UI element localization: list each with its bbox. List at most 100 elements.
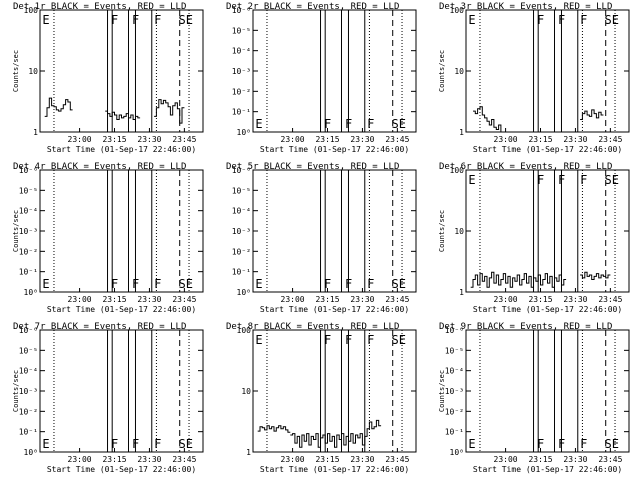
y-tick-label: 10 [241, 387, 251, 396]
x-tick-label: 23:15 [528, 455, 552, 464]
event-marker: F [580, 437, 587, 451]
y-tick-label: 10⁻¹ [232, 268, 251, 277]
events-series [580, 109, 604, 120]
y-tick-label: 10⁻³ [19, 387, 38, 396]
y-tick-label: 10⁻⁵ [232, 26, 251, 35]
y-tick-label: 10⁻⁶ [19, 166, 38, 175]
x-tick-label: 23:00 [68, 135, 92, 144]
x-tick-label: 23:15 [315, 135, 339, 144]
y-tick-label: 10⁰ [237, 288, 251, 297]
y-tick-label: 10⁰ [24, 448, 38, 457]
event-marker: E [255, 333, 262, 347]
y-axis-label: Counts/sec [438, 50, 446, 92]
x-axis-label: Start Time (01-Sep-17 22:46:00) [47, 305, 196, 314]
x-tick-label: 23:30 [350, 295, 374, 304]
y-tick-label: 10⁻⁴ [19, 207, 38, 216]
event-marker: F [367, 277, 374, 291]
y-tick-label: 10⁻¹ [19, 268, 38, 277]
event-marker: F [324, 117, 331, 131]
event-marker: F [580, 173, 587, 187]
x-axis-label: Start Time (01-Sep-17 22:46:00) [473, 145, 622, 154]
event-marker: F [345, 333, 352, 347]
y-tick-label: 10⁻² [19, 407, 38, 416]
event-marker: F [537, 13, 544, 27]
event-marker: SE [392, 333, 406, 347]
plot-frame [252, 9, 417, 133]
event-marker: E [42, 437, 49, 451]
events-series [290, 419, 382, 448]
x-tick-label: 23:30 [137, 455, 161, 464]
x-axis-label: Start Time (01-Sep-17 22:46:00) [47, 465, 196, 474]
event-marker: SE [605, 437, 619, 451]
event-marker: F [537, 437, 544, 451]
event-marker: F [154, 13, 161, 27]
plot-frame [252, 329, 417, 453]
event-marker: F [558, 173, 565, 187]
panel-title: Det 4r BLACK = Events, RED = LLD [13, 162, 186, 172]
y-tick-label: 10⁻¹ [19, 428, 38, 437]
y-tick-label: 10⁻⁵ [445, 346, 464, 355]
x-tick-label: 23:45 [385, 135, 409, 144]
event-marker: E [255, 277, 262, 291]
x-axis-label: Start Time (01-Sep-17 22:46:00) [473, 305, 622, 314]
event-marker: SE [605, 173, 619, 187]
y-tick-label: 10⁻⁵ [232, 186, 251, 195]
plot-frame [39, 9, 204, 133]
plot-frame [39, 329, 204, 453]
event-marker: E [468, 13, 475, 27]
x-tick-label: 23:15 [528, 135, 552, 144]
x-axis-label: Start Time (01-Sep-17 22:46:00) [260, 305, 409, 314]
x-tick-label: 23:45 [385, 455, 409, 464]
event-marker: SE [392, 117, 406, 131]
y-tick-label: 10 [454, 67, 464, 76]
x-tick-label: 23:00 [68, 455, 92, 464]
event-marker: F [132, 437, 139, 451]
event-marker: F [367, 117, 374, 131]
y-tick-label: 100 [237, 326, 252, 335]
y-tick-label: 10⁻² [232, 87, 251, 96]
events-series [257, 425, 291, 433]
x-tick-label: 23:45 [598, 455, 622, 464]
x-axis-label: Start Time (01-Sep-17 22:46:00) [260, 465, 409, 474]
x-tick-label: 23:15 [528, 295, 552, 304]
x-tick-label: 23:45 [172, 455, 196, 464]
plot-frame [465, 329, 630, 453]
x-tick-label: 23:30 [350, 135, 374, 144]
x-tick-label: 23:00 [494, 135, 518, 144]
y-tick-label: 1 [459, 128, 464, 137]
x-tick-label: 23:30 [563, 295, 587, 304]
event-marker: SE [392, 277, 406, 291]
y-tick-label: 10⁰ [450, 448, 464, 457]
plot-frame [465, 9, 630, 133]
x-tick-label: 23:15 [102, 135, 126, 144]
event-marker: E [42, 13, 49, 27]
events-series [44, 97, 73, 117]
x-tick-label: 23:45 [172, 295, 196, 304]
y-tick-label: 10⁰ [24, 288, 38, 297]
x-tick-label: 23:30 [350, 455, 374, 464]
y-tick-label: 10⁻⁴ [232, 47, 251, 56]
x-tick-label: 23:00 [281, 135, 305, 144]
event-marker: SE [605, 13, 619, 27]
x-tick-label: 23:15 [102, 455, 126, 464]
panel-title: Det 6r BLACK = Events, RED = LLD [439, 162, 612, 172]
event-marker: SE [179, 437, 193, 451]
event-marker: F [111, 437, 118, 451]
event-marker: F [111, 13, 118, 27]
y-tick-label: 10⁻⁵ [19, 186, 38, 195]
y-tick-label: 10⁻⁶ [19, 326, 38, 335]
x-axis-label: Start Time (01-Sep-17 22:46:00) [47, 145, 196, 154]
event-marker: SE [179, 277, 193, 291]
event-marker: SE [179, 13, 193, 27]
event-marker: F [154, 437, 161, 451]
y-axis-label: Counts/sec [12, 370, 20, 412]
panel-title: Det 3r BLACK = Events, RED = LLD [439, 2, 612, 12]
x-tick-label: 23:00 [494, 455, 518, 464]
event-marker: F [132, 13, 139, 27]
y-tick-label: 10⁻¹ [445, 428, 464, 437]
